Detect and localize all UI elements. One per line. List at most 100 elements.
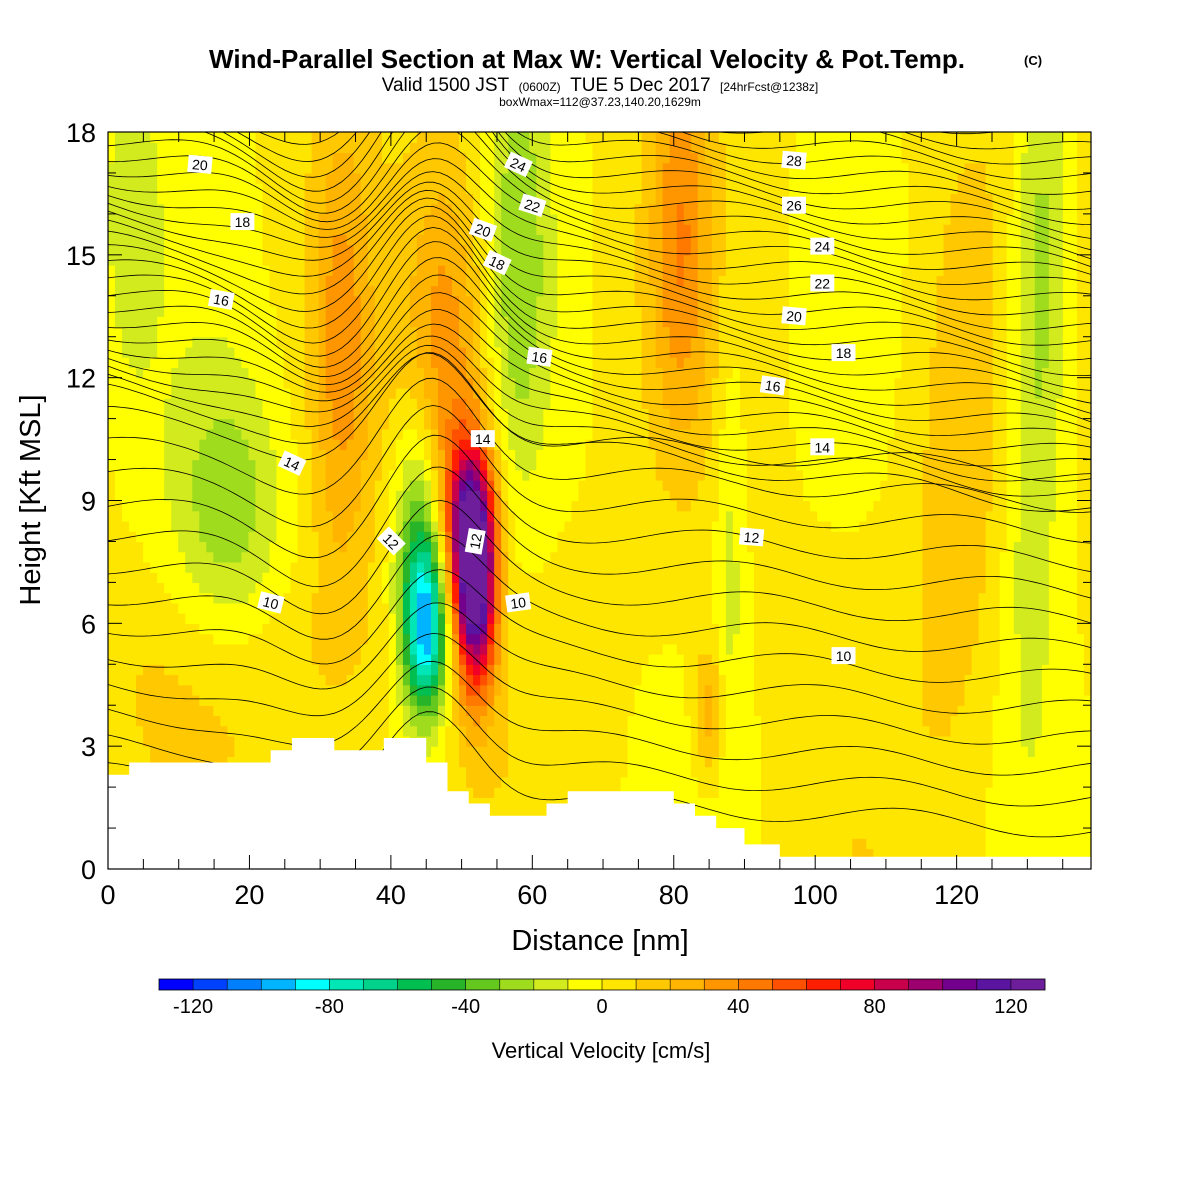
- velocity-cell: [297, 234, 306, 246]
- velocity-cell: [367, 643, 376, 655]
- velocity-cell: [374, 582, 383, 594]
- velocity-cell: [557, 654, 565, 665]
- velocity-cell: [536, 162, 544, 174]
- velocity-cell: [220, 582, 228, 594]
- velocity-cell: [213, 756, 221, 768]
- velocity-cell: [157, 172, 165, 184]
- velocity-cell: [487, 377, 495, 389]
- velocity-cell: [206, 408, 214, 420]
- velocity-cell: [543, 244, 551, 256]
- velocity-cell: [346, 265, 355, 276]
- velocity-cell: [136, 326, 144, 338]
- velocity-cell: [171, 531, 179, 543]
- velocity-cell: [304, 346, 313, 358]
- velocity-cell: [115, 602, 123, 614]
- velocity-cell: [227, 654, 235, 665]
- velocity-cell: [150, 244, 158, 256]
- velocity-cell: [445, 132, 453, 143]
- velocity-cell: [360, 306, 369, 317]
- velocity-cell: [129, 715, 137, 727]
- velocity-cell: [452, 674, 460, 686]
- velocity-cell: [529, 408, 537, 420]
- velocity-cell: [325, 592, 334, 604]
- velocity-cell: [185, 367, 193, 379]
- velocity-cell: [515, 244, 523, 256]
- velocity-cell: [178, 326, 186, 338]
- velocity-cell: [297, 469, 306, 481]
- velocity-cell: [262, 346, 271, 358]
- velocity-cell: [332, 500, 341, 512]
- velocity-cell: [171, 480, 179, 491]
- velocity-cell: [564, 285, 573, 297]
- velocity-cell: [283, 623, 292, 635]
- velocity-cell: [171, 725, 179, 737]
- velocity-cell: [473, 705, 481, 717]
- velocity-cell: [473, 357, 481, 369]
- velocity-cell: [122, 551, 130, 563]
- velocity-cell: [199, 480, 207, 491]
- velocity-cell: [564, 715, 573, 727]
- velocity-cell: [213, 162, 221, 174]
- velocity-cell: [480, 152, 488, 164]
- velocity-cell: [108, 449, 116, 461]
- velocity-cell: [522, 643, 530, 655]
- velocity-cell: [108, 265, 116, 276]
- velocity-cell: [276, 387, 285, 399]
- velocity-cell: [325, 531, 334, 543]
- velocity-cell: [311, 664, 320, 676]
- velocity-cell: [466, 193, 474, 205]
- velocity-cell: [241, 643, 250, 655]
- velocity-cell: [353, 132, 362, 143]
- velocity-cell: [129, 316, 137, 328]
- velocity-cell: [501, 623, 509, 635]
- velocity-cell: [409, 428, 418, 440]
- velocity-cell: [199, 224, 207, 235]
- velocity-cell: [129, 623, 137, 635]
- velocity-cell: [430, 500, 439, 512]
- velocity-cell: [171, 183, 179, 195]
- velocity-cell: [445, 367, 453, 379]
- velocity-cell: [487, 459, 495, 471]
- velocity-cell: [522, 367, 530, 379]
- velocity-cell: [339, 551, 348, 563]
- velocity-cell: [199, 132, 207, 143]
- velocity-cell: [122, 541, 130, 553]
- velocity-cell: [367, 725, 376, 737]
- velocity-cell: [157, 633, 165, 645]
- velocity-cell: [339, 234, 348, 246]
- velocity-cell: [578, 561, 587, 573]
- velocity-cell: [171, 172, 179, 184]
- velocity-cell: [480, 490, 488, 502]
- velocity-cell: [297, 705, 306, 717]
- velocity-cell: [290, 285, 299, 297]
- velocity-cell: [276, 428, 285, 440]
- velocity-cell: [501, 684, 509, 696]
- velocity-cell: [480, 572, 488, 583]
- velocity-cell: [150, 643, 158, 655]
- velocity-cell: [136, 295, 144, 307]
- velocity-cell: [536, 633, 544, 645]
- velocity-cell: [353, 336, 362, 348]
- velocity-cell: [578, 439, 587, 450]
- velocity-cell: [466, 623, 474, 635]
- velocity-cell: [185, 142, 193, 154]
- velocity-cell: [423, 152, 432, 164]
- velocity-cell: [543, 613, 551, 624]
- velocity-cell: [459, 735, 467, 747]
- velocity-cell: [248, 306, 257, 317]
- velocity-cell: [438, 561, 446, 573]
- velocity-cell: [459, 346, 467, 358]
- velocity-cell: [571, 152, 580, 164]
- velocity-cell: [108, 694, 116, 706]
- velocity-cell: [536, 459, 544, 471]
- velocity-cell: [508, 367, 516, 379]
- velocity-cell: [192, 203, 200, 215]
- velocity-cell: [255, 213, 264, 225]
- velocity-cell: [234, 561, 243, 573]
- velocity-cell: [115, 592, 123, 604]
- velocity-cell: [227, 367, 235, 379]
- velocity-cell: [164, 531, 172, 543]
- velocity-cell: [241, 480, 250, 491]
- velocity-cell: [452, 715, 460, 727]
- velocity-cell: [452, 449, 460, 461]
